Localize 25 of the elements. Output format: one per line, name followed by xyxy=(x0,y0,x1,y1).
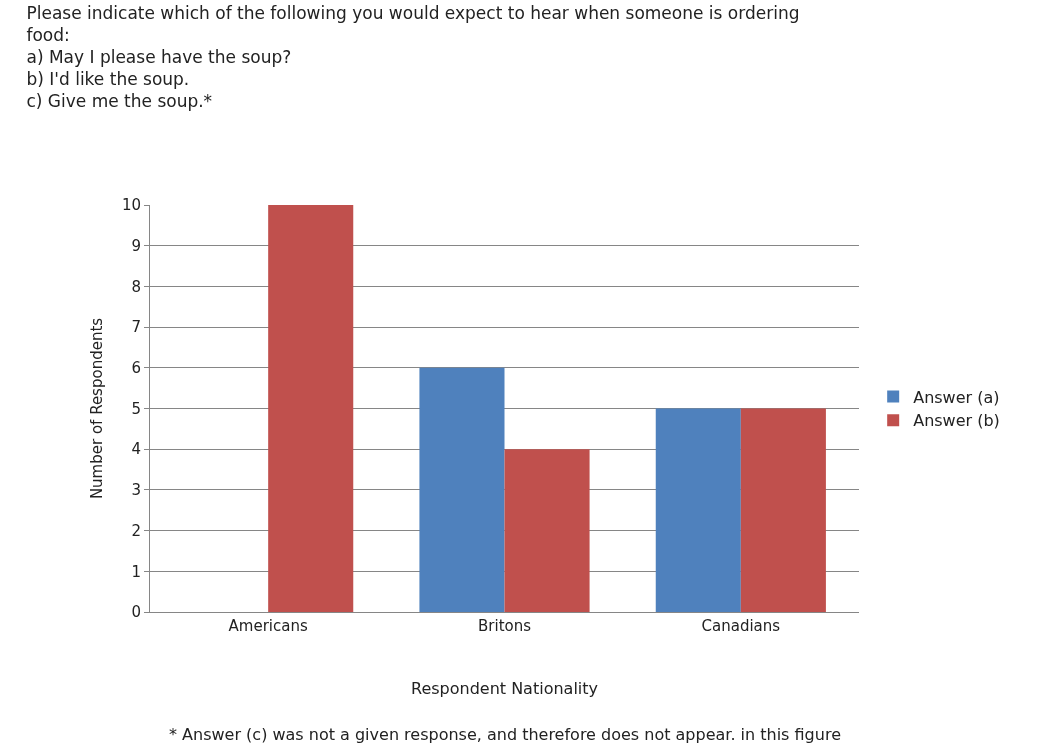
text: * Answer (c) was not a given response, and therefore does not appear. in this figure xyxy=(169,725,841,744)
x-tick-label: Canadians xyxy=(701,617,781,635)
y-tick-label: 10 xyxy=(121,196,141,215)
y-tick-label: 0 xyxy=(131,603,141,622)
y-tick-label: 8 xyxy=(131,277,141,296)
y-tick-label: 2 xyxy=(131,521,141,540)
y-axis-title: Number of Respondents xyxy=(88,317,107,500)
y-tick-label: 9 xyxy=(131,236,141,255)
bar xyxy=(268,205,354,612)
y-tick-label: 1 xyxy=(131,562,141,581)
bar xyxy=(504,449,590,612)
y-tick-label: 4 xyxy=(131,440,141,459)
x-tick-label: Britons xyxy=(477,617,532,635)
bar xyxy=(419,367,505,612)
x-tick-label: Americans xyxy=(228,617,308,635)
legend-label: Answer (b) xyxy=(913,411,1000,431)
y-tick-label: 7 xyxy=(131,318,141,337)
chart-title: Please indicate which of the following you would expect to hear when someone is ordering food: a) May I please have the soup? b) I'd like the soup. c) Give me the soup.* xyxy=(26,2,800,112)
legend-label: Answer (a) xyxy=(913,387,1000,407)
bar xyxy=(655,408,741,612)
y-tick-label: 6 xyxy=(131,359,141,378)
y-tick-label: 3 xyxy=(131,481,141,500)
bar xyxy=(740,408,826,612)
y-tick-label: 5 xyxy=(131,399,141,418)
x-axis-title: Respondent Nationality xyxy=(410,678,599,698)
